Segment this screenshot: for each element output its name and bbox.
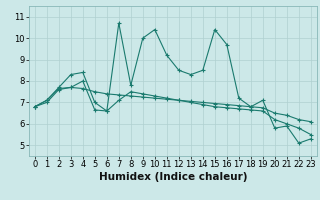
X-axis label: Humidex (Indice chaleur): Humidex (Indice chaleur) bbox=[99, 172, 247, 182]
